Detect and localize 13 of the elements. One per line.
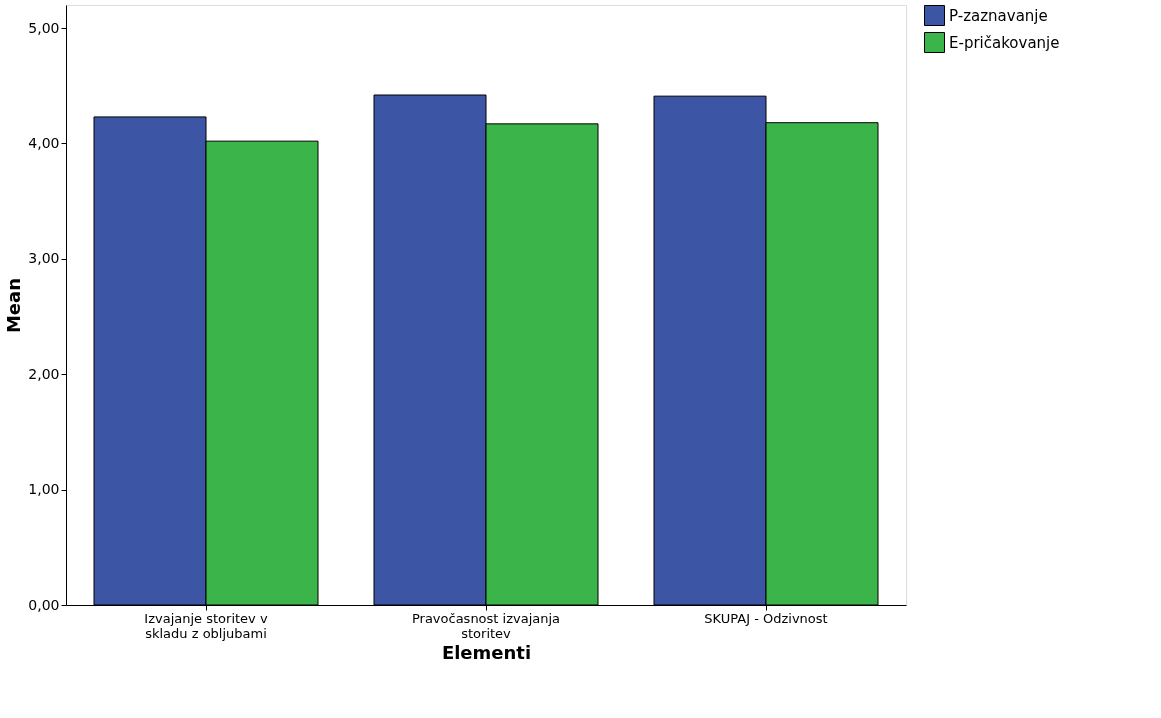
y-tick-label: 4,00 <box>28 134 60 151</box>
y-tick-label: 2,00 <box>28 365 60 382</box>
legend-label: P-zaznavanje <box>949 6 1048 25</box>
x-tick-label: Izvajanje storitev v skladu z obljubami <box>144 610 268 641</box>
x-tick-label: Pravočasnost izvajanja storitev <box>411 610 561 641</box>
y-axis-title: Mean <box>3 277 25 334</box>
legend-label: E-pričakovanje <box>949 33 1060 52</box>
y-tick-label: 0,00 <box>28 596 60 613</box>
y-tick-label: 3,00 <box>28 250 60 267</box>
x-tick-label: SKUPAJ - Odzivnost <box>704 610 828 626</box>
y-tick-label: 1,00 <box>28 481 60 498</box>
x-axis-title: Elementi <box>441 641 532 663</box>
y-tick-label: 5,00 <box>28 19 60 36</box>
